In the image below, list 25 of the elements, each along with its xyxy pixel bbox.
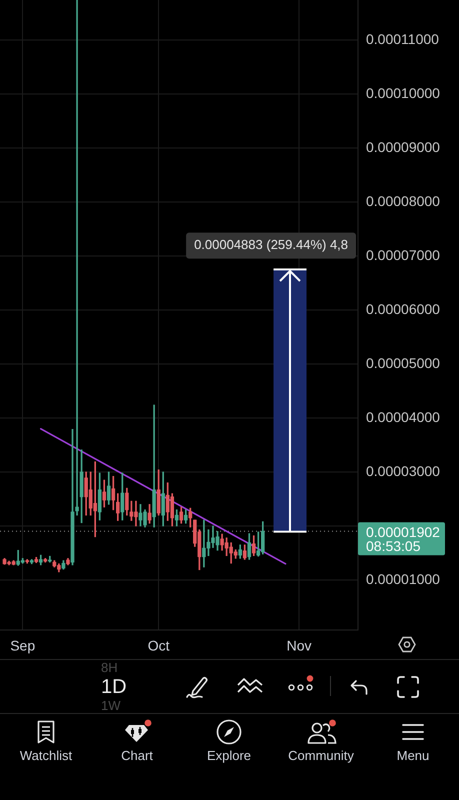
text: 1W	[101, 698, 120, 713]
y-tick-label: 0.00011000	[366, 30, 440, 47]
x-tick-label: Sep	[10, 637, 36, 654]
y-tick-label: 0.00008000	[366, 192, 440, 209]
y-tick-label: 0.00010000	[366, 84, 440, 101]
y-tick-label: 0.00007000	[366, 246, 440, 263]
text: Chart	[121, 748, 153, 764]
text: Watchlist	[20, 748, 72, 764]
text: Explore	[206, 748, 252, 764]
y-tick-label: 0.00009000	[366, 138, 440, 155]
y-tick-label: 0.00004000	[366, 408, 440, 425]
x-tick-label: Oct	[148, 637, 170, 654]
text: Menu	[396, 748, 430, 764]
ref-line-label: 0.00001902	[366, 524, 440, 540]
text: 1D	[101, 676, 127, 698]
text: Community	[288, 748, 354, 764]
x-tick-label: Nov	[286, 637, 312, 654]
data-label: 0.00004883 (259.44%) 4,8	[194, 237, 348, 252]
candlestick	[152, 404, 156, 528]
y-tick-label: 0.00003000	[366, 462, 440, 479]
text: 8H	[101, 660, 118, 675]
y-tick-label: 0.00001000	[366, 570, 440, 587]
y-tick-label: 0.00006000	[366, 300, 440, 317]
y-tick-label: 0.00005000	[366, 354, 440, 371]
text: 08:53:05	[366, 538, 421, 554]
